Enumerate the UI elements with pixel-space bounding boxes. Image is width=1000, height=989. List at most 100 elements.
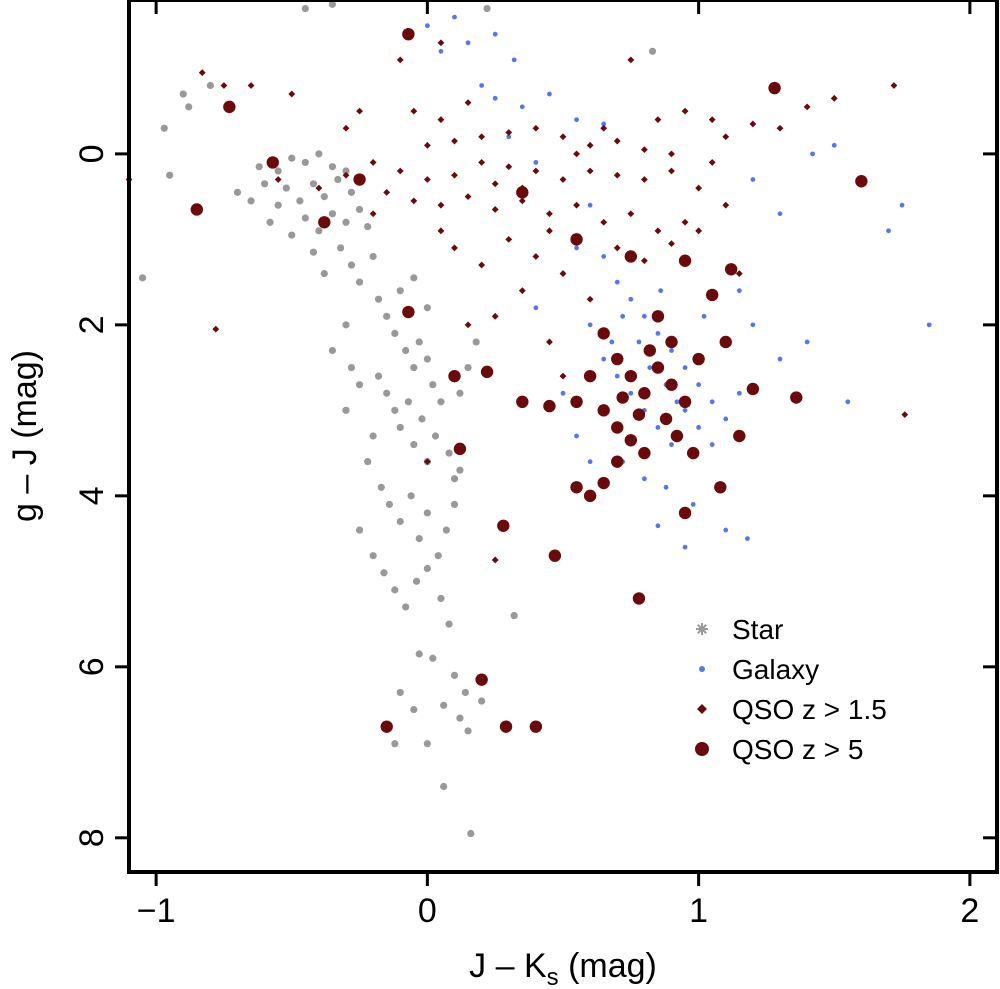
- data-point: [301, 4, 309, 13]
- data-point: [266, 156, 279, 169]
- data-point: [678, 254, 692, 267]
- data-point: [437, 594, 445, 603]
- data-point: [451, 171, 458, 179]
- data-point: [643, 344, 656, 357]
- data-point: [559, 372, 567, 380]
- data-point: [347, 364, 356, 372]
- data-point: [601, 121, 607, 127]
- legend-marker: [699, 666, 705, 672]
- data-point: [402, 305, 415, 319]
- series-star: [138, 0, 657, 838]
- data-point: [926, 322, 932, 328]
- data-point: [418, 415, 426, 423]
- y-tick-label: 8: [73, 828, 111, 847]
- data-point: [342, 171, 350, 179]
- data-point: [613, 244, 621, 252]
- axis-ticks: −1 0 1 2 0 2 4 6 8: [73, 0, 997, 930]
- data-point: [491, 206, 499, 213]
- data-point: [429, 654, 437, 662]
- x-tick-label: 1: [689, 892, 708, 930]
- data-point: [380, 569, 388, 577]
- data-point: [600, 218, 608, 226]
- data-point: [678, 395, 692, 409]
- data-point: [845, 399, 851, 405]
- data-point: [369, 159, 377, 166]
- data-point: [465, 40, 471, 46]
- data-point: [492, 31, 498, 37]
- data-point: [318, 216, 331, 229]
- data-point: [437, 201, 445, 209]
- data-point: [696, 382, 702, 388]
- data-point: [342, 124, 350, 132]
- data-point: [315, 184, 323, 192]
- data-point: [479, 83, 485, 88]
- data-point: [529, 720, 543, 733]
- y-tick-label: 2: [73, 315, 111, 334]
- data-point: [611, 352, 624, 366]
- data-point: [423, 509, 431, 517]
- data-point: [467, 829, 475, 838]
- data-point: [452, 14, 457, 20]
- data-point: [320, 193, 328, 201]
- data-point: [478, 261, 486, 269]
- data-point: [746, 382, 760, 396]
- data-point: [440, 782, 448, 791]
- data-point: [678, 506, 692, 520]
- data-point: [198, 69, 206, 77]
- data-point: [301, 214, 309, 222]
- data-point: [692, 352, 705, 366]
- data-point: [627, 56, 635, 64]
- legend-item-star: Star: [696, 614, 783, 645]
- data-point: [719, 335, 732, 349]
- data-point: [804, 339, 810, 345]
- data-point: [355, 278, 364, 286]
- data-point: [247, 197, 255, 205]
- data-point: [669, 442, 674, 447]
- data-point: [632, 408, 646, 421]
- data-point: [559, 270, 567, 277]
- data-point: [890, 82, 898, 89]
- data-point: [638, 446, 651, 460]
- data-point: [478, 697, 486, 705]
- data-point: [886, 228, 891, 234]
- data-point: [296, 197, 304, 205]
- data-point: [442, 526, 450, 534]
- data-point: [768, 81, 781, 95]
- series-galaxy: [424, 14, 932, 550]
- data-point: [423, 564, 431, 573]
- data-point: [383, 389, 391, 397]
- data-point: [722, 133, 730, 141]
- y-axis-title: g – J (mag): [6, 350, 44, 522]
- legend-label: QSO z > 5: [732, 734, 864, 765]
- data-point: [456, 466, 464, 474]
- data-point: [282, 184, 290, 192]
- data-point: [510, 611, 518, 620]
- data-point: [437, 398, 445, 406]
- data-point: [402, 603, 410, 611]
- data-point: [261, 180, 269, 188]
- data-point: [491, 312, 499, 320]
- data-point: [301, 158, 309, 167]
- data-point: [705, 288, 719, 302]
- data-point: [464, 364, 472, 372]
- data-point: [342, 218, 350, 226]
- data-point: [831, 142, 837, 148]
- y-tick-label: 0: [73, 144, 111, 163]
- data-point: [640, 146, 648, 154]
- data-point: [624, 434, 638, 447]
- data-point: [600, 124, 608, 132]
- data-point: [491, 180, 499, 188]
- data-point: [586, 295, 594, 303]
- data-point: [328, 346, 337, 355]
- data-point: [574, 433, 579, 439]
- data-point: [497, 519, 510, 532]
- data-point: [464, 727, 472, 735]
- data-point: [573, 150, 580, 158]
- data-point: [648, 47, 657, 55]
- data-point: [336, 244, 345, 252]
- legend-marker: [696, 623, 708, 635]
- data-point: [516, 186, 529, 199]
- data-point: [456, 389, 464, 397]
- data-point: [424, 23, 430, 29]
- data-point: [423, 141, 431, 149]
